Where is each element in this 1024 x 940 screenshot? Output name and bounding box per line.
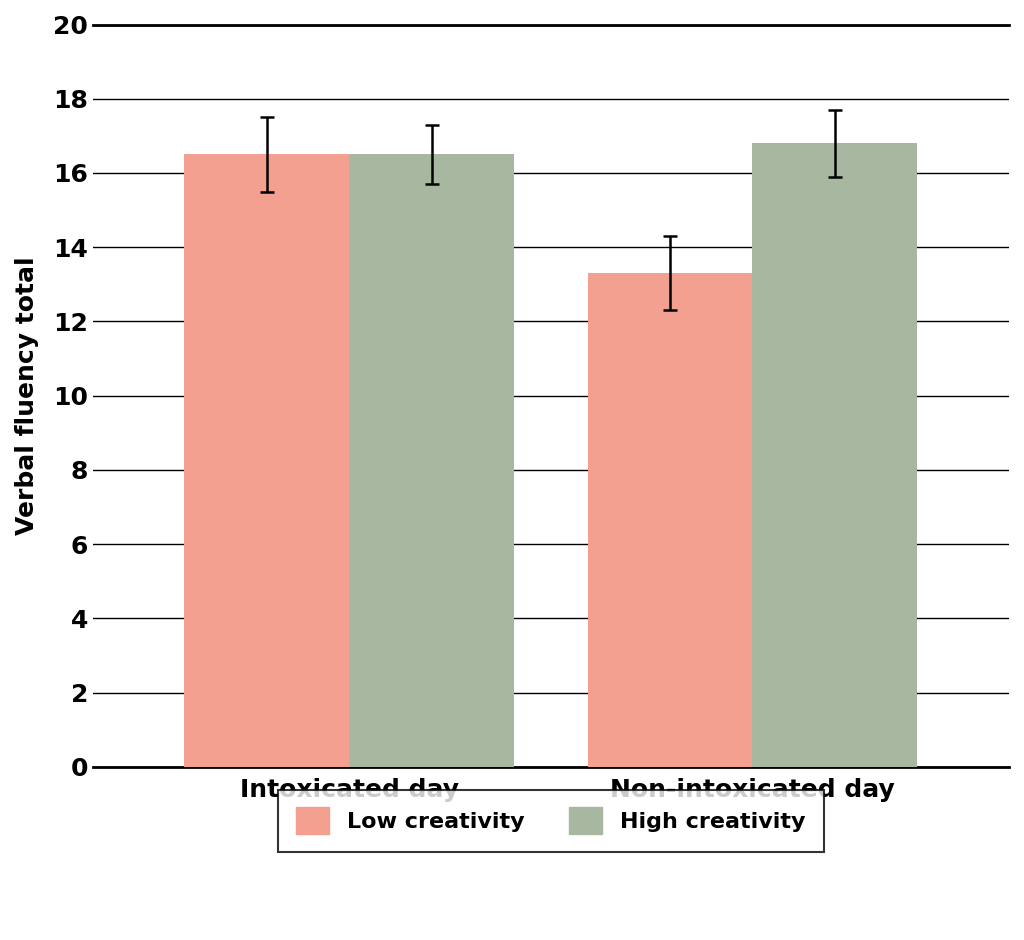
Bar (753, 143, 918, 767)
Y-axis label: Verbal fluency total: Verbal fluency total (15, 257, 39, 535)
Bar (349, 154, 514, 767)
Bar (184, 154, 349, 767)
Legend: Low creativity, High creativity: Low creativity, High creativity (279, 790, 823, 853)
Bar (588, 274, 753, 767)
